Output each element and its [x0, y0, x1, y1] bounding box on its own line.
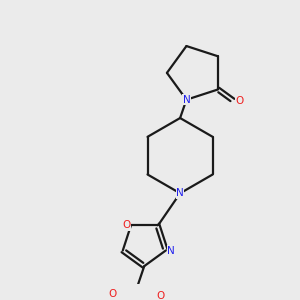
- Text: O: O: [236, 95, 244, 106]
- Text: N: N: [176, 188, 184, 198]
- Text: O: O: [156, 291, 165, 300]
- Text: O: O: [109, 289, 117, 299]
- Text: N: N: [183, 95, 190, 105]
- Text: N: N: [167, 245, 175, 256]
- Text: O: O: [122, 220, 130, 230]
